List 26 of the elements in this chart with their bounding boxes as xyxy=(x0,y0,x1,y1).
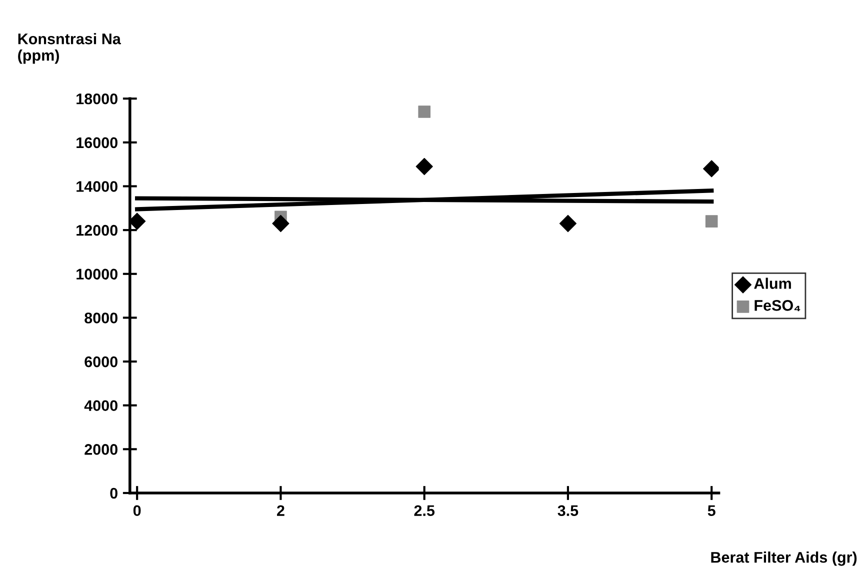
y-tick-label: 4000 xyxy=(84,400,118,412)
y-tick-label: 18000 xyxy=(76,93,118,104)
y-tick-label: 12000 xyxy=(76,224,118,236)
x-tick-label: 5 xyxy=(708,505,716,516)
x-tick-label: 0 xyxy=(133,505,141,516)
x-tick-label: 2 xyxy=(276,505,284,516)
y-tick-label: 0 xyxy=(110,488,118,499)
point xyxy=(418,106,430,118)
y-tick-label: 6000 xyxy=(84,356,118,368)
point xyxy=(705,215,718,228)
legend-label: Alum xyxy=(754,278,791,289)
point xyxy=(559,214,577,232)
point xyxy=(272,214,290,232)
point xyxy=(130,212,146,230)
legend-label: FeSO₄ xyxy=(754,300,800,312)
x-tick-label: 3.5 xyxy=(558,505,578,516)
x-axis-title: Berat Filter Aids (gr) xyxy=(711,552,857,566)
point xyxy=(416,158,433,176)
y-tick-label: 2000 xyxy=(84,444,118,455)
y-axis-title: Konsntrasi Na (ppm) xyxy=(18,33,121,64)
point xyxy=(703,160,719,178)
y-tick-label: 10000 xyxy=(76,268,118,280)
y-tick-label: 16000 xyxy=(76,137,118,148)
x-tick-label: 2.5 xyxy=(414,505,435,516)
y-tick-label: 8000 xyxy=(84,312,118,324)
y-tick-label: 14000 xyxy=(76,181,118,192)
